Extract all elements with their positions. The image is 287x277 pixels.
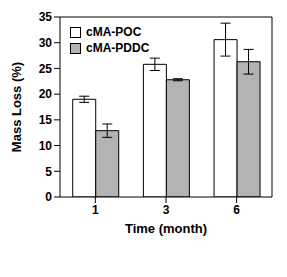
svg-text:30: 30 [39, 36, 53, 50]
svg-text:6: 6 [233, 203, 240, 217]
html-text:cMA-PDDC: cMA-PDDC [86, 41, 150, 55]
svg-text:25: 25 [39, 62, 53, 76]
svg-text:Mass Loss (%): Mass Loss (%) [9, 62, 24, 152]
svg-text:1: 1 [92, 203, 99, 217]
svg-text:0: 0 [45, 190, 52, 204]
svg-text:Time (month): Time (month) [125, 221, 207, 236]
svg-text:10: 10 [39, 139, 53, 153]
svg-text:35: 35 [39, 10, 53, 24]
svg-text:20: 20 [39, 87, 53, 101]
html-text:cMA-POC: cMA-POC [86, 25, 142, 39]
svg-text:3: 3 [163, 203, 170, 217]
svg-text:5: 5 [45, 165, 52, 179]
svg-text:15: 15 [39, 113, 53, 127]
